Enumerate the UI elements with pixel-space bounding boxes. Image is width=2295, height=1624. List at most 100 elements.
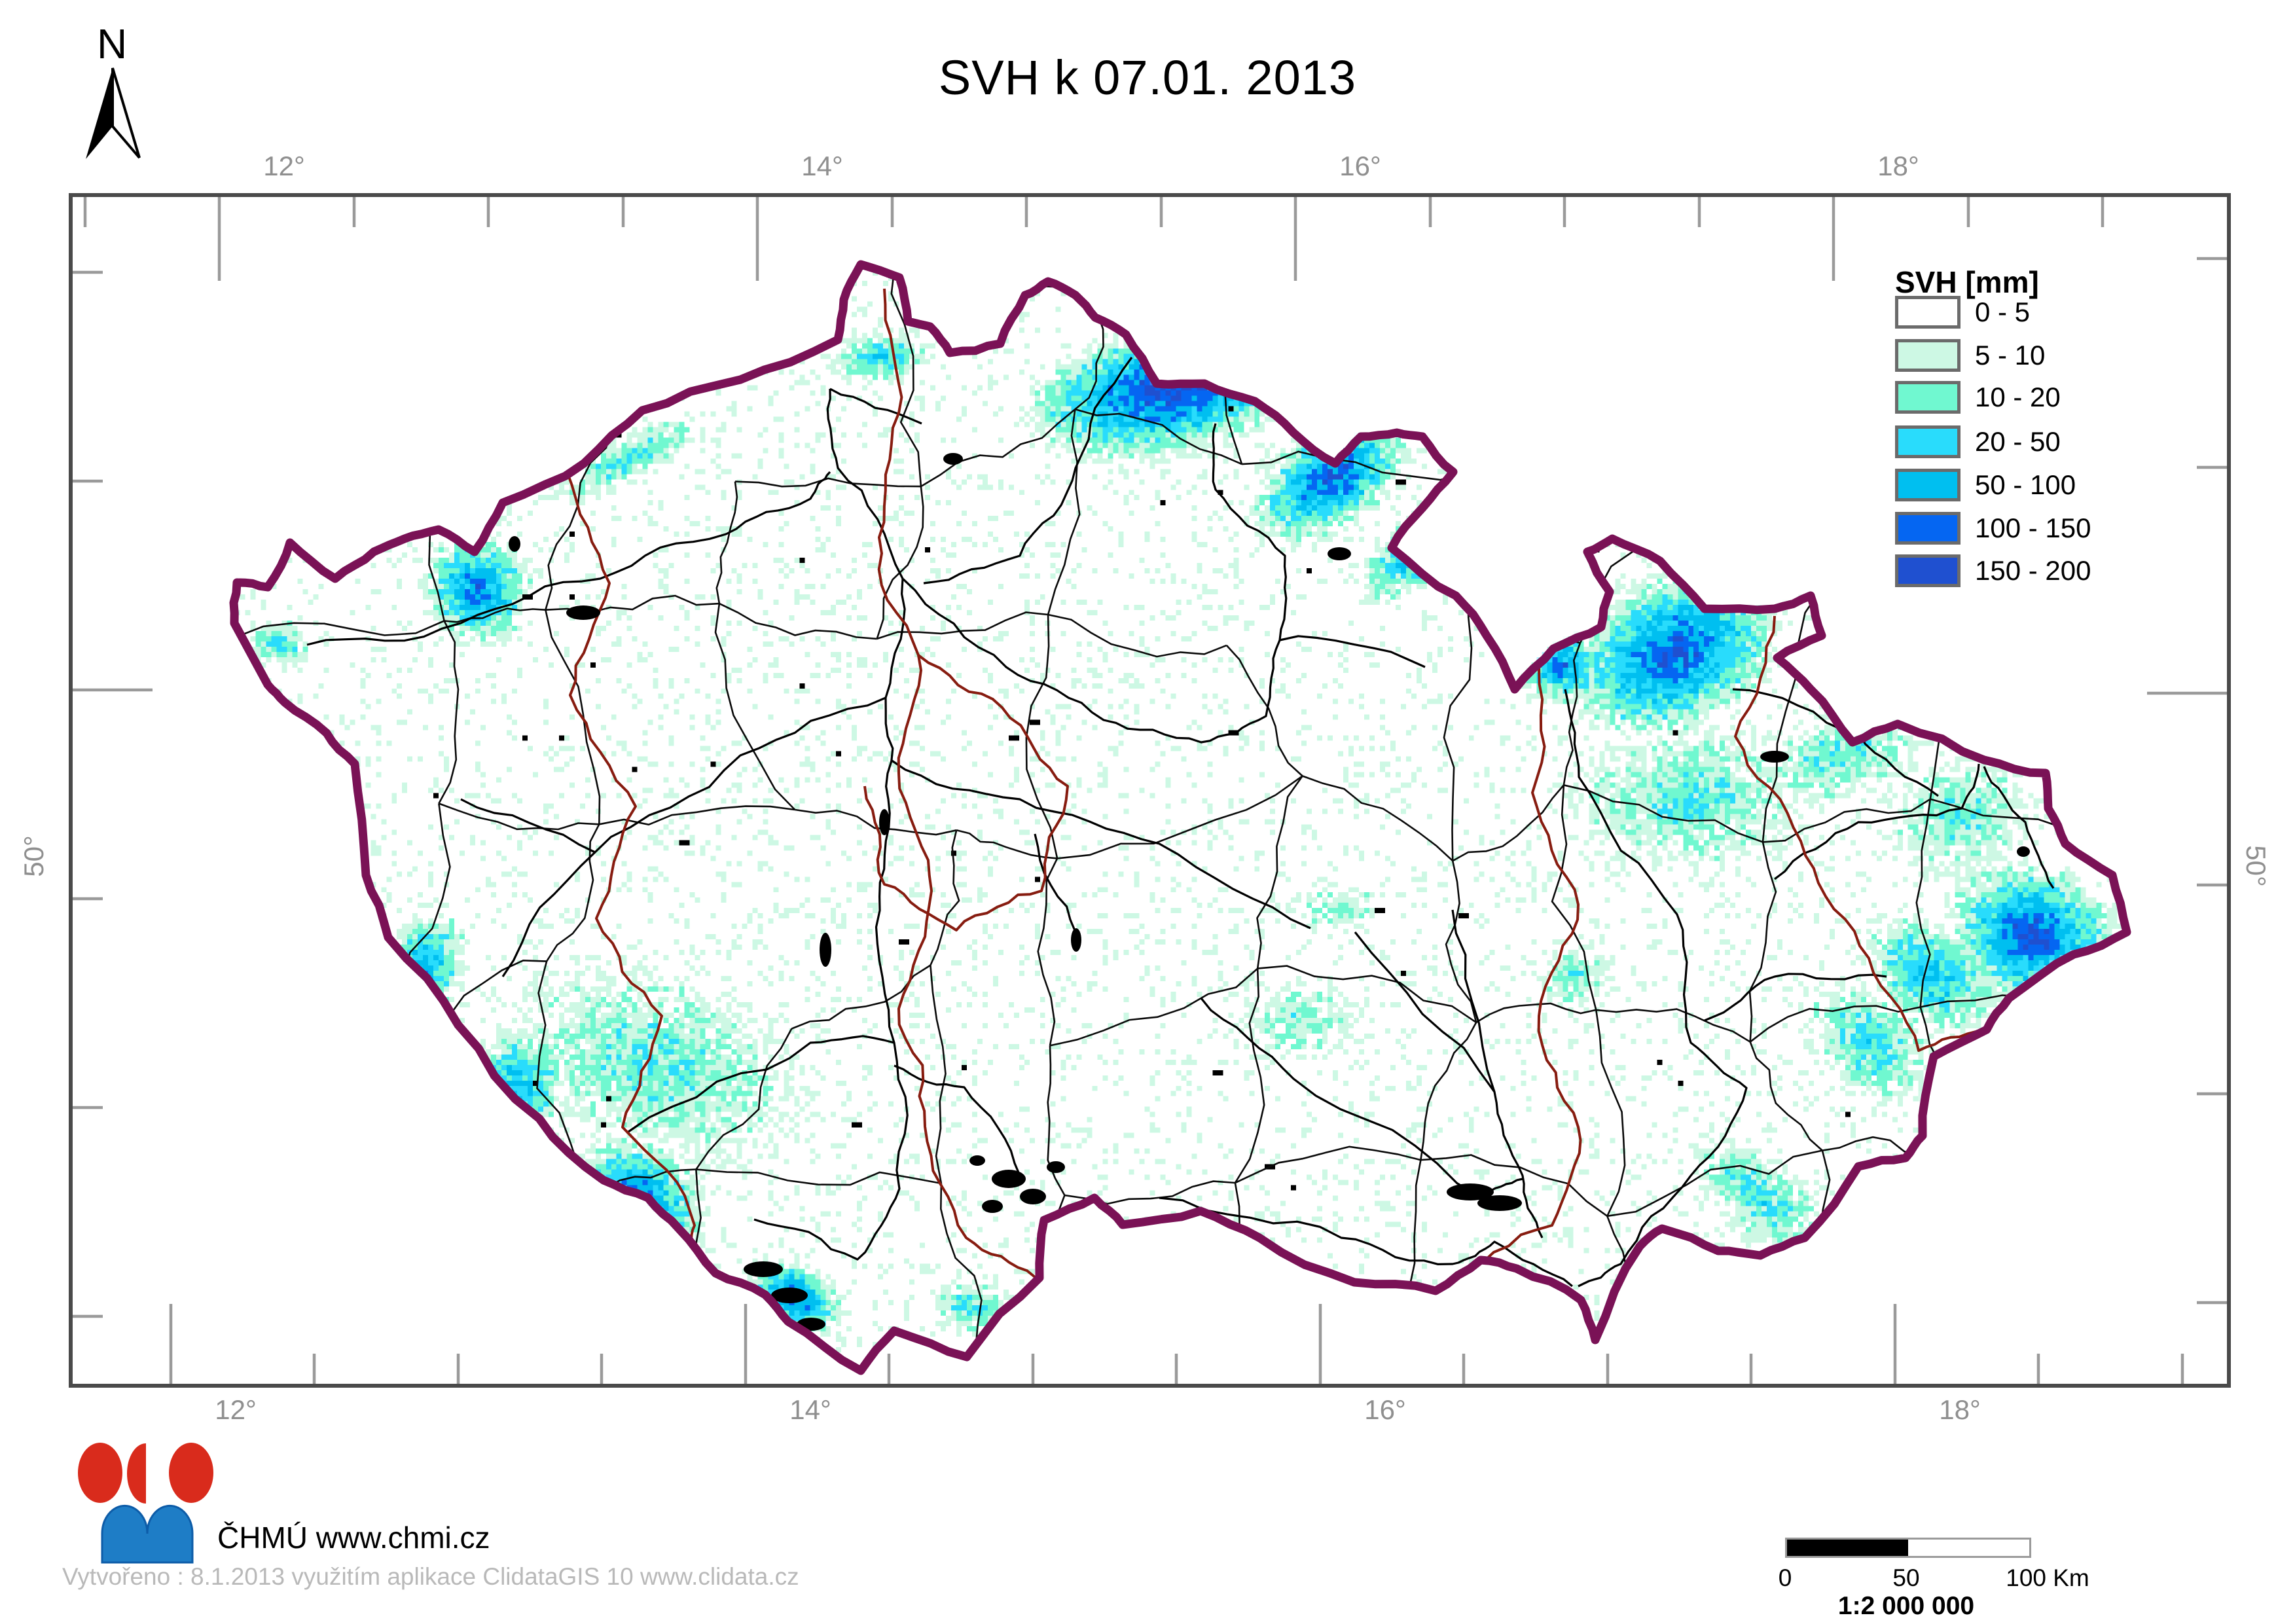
catchment-boundary — [2119, 295, 2127, 432]
catchment-boundary — [1616, 264, 1660, 446]
river — [894, 1064, 1021, 1176]
catchment-boundary — [1814, 422, 1828, 585]
river — [923, 357, 1133, 585]
catchment-boundary — [1223, 266, 1263, 465]
catchment-boundary — [438, 803, 600, 831]
catchment-boundary — [263, 1372, 424, 1384]
legend-swatch — [1895, 296, 1961, 329]
river — [1159, 1197, 1574, 1288]
river — [1279, 635, 1426, 668]
graticule-label-left: 50° — [18, 835, 49, 877]
river — [1774, 763, 1980, 880]
reservoir — [820, 933, 831, 967]
catchment-boundary — [354, 1230, 425, 1371]
catchment-boundary — [1632, 1347, 1800, 1371]
legend-title: SVH [mm] — [1895, 265, 2039, 299]
catchment-boundary — [2145, 670, 2185, 846]
legend-swatch — [1895, 425, 1961, 458]
catchment-boundary — [545, 446, 607, 611]
catchment-boundary — [2132, 846, 2146, 979]
reservoir — [1020, 1189, 1046, 1204]
catchment-boundary — [1466, 471, 1480, 617]
catchment-boundary — [696, 1168, 942, 1186]
catchment-boundary — [967, 1349, 1062, 1371]
catchment-boundary — [1420, 1022, 1477, 1161]
catchment-boundary — [1049, 967, 1259, 1047]
reservoir — [771, 1288, 808, 1303]
catchment-boundary — [2086, 1234, 2099, 1355]
catchment-boundary — [1242, 450, 1469, 481]
catchment-boundary — [1909, 1156, 1959, 1371]
catchment-boundary — [348, 264, 390, 401]
catchment-boundary — [1037, 857, 1058, 1046]
legend-label: 150 - 200 — [1975, 555, 2091, 586]
river — [1354, 931, 1544, 1238]
catchment-boundary — [1302, 775, 1454, 862]
catchment-boundary — [260, 785, 276, 987]
catchment-boundary — [389, 803, 451, 1047]
catchment-boundary — [536, 961, 583, 1208]
catchment-boundary — [529, 1207, 583, 1365]
catchment-boundary — [1551, 785, 1597, 1011]
catchment-boundary — [1596, 1008, 1751, 1043]
catchment-boundary — [234, 986, 262, 1211]
catchment-boundary — [1563, 784, 1763, 843]
basin-divide — [1734, 615, 1985, 1052]
catchment-boundary — [530, 1356, 722, 1371]
scalebar-tick-label: 50 — [1892, 1564, 1920, 1591]
catchment-boundary — [1057, 775, 1303, 859]
catchment-boundary — [220, 212, 349, 221]
catchment-boundary — [1047, 409, 1081, 615]
catchment-boundary — [1235, 1146, 1421, 1184]
river — [829, 388, 922, 425]
river — [1564, 689, 1748, 1288]
legend-swatch — [1895, 469, 1961, 501]
scale-ratio: 1:2 000 000 — [1837, 1592, 1975, 1620]
catchment-boundary — [1258, 264, 1400, 268]
river — [306, 471, 831, 646]
catchment-boundary — [382, 399, 445, 621]
river — [1200, 997, 1523, 1199]
catchment-boundary — [920, 408, 1076, 488]
catchment-boundary — [1025, 614, 1058, 859]
graticule-label-right: 50° — [2241, 845, 2271, 887]
catchment-boundary — [1929, 638, 1957, 800]
reservoir — [1071, 928, 1081, 952]
catchment-boundary — [1607, 1149, 1823, 1218]
catchment-boundary — [1256, 775, 1303, 969]
catchment-boundary — [1398, 1159, 1422, 1365]
river — [1704, 973, 1887, 1022]
catchment-boundary — [2087, 978, 2127, 1235]
catchment-boundary — [1225, 645, 1303, 777]
scalebar-tick-label: 0 — [1778, 1564, 1792, 1591]
river — [1732, 688, 1939, 797]
river — [460, 696, 886, 854]
river — [1451, 909, 1496, 1092]
catchment-boundary — [438, 620, 460, 804]
river — [1034, 833, 1077, 933]
legend-label: 5 - 10 — [1975, 340, 2046, 370]
reservoir — [992, 1170, 1026, 1188]
reservoir — [1760, 751, 1789, 763]
reservoir — [1047, 1161, 1065, 1173]
graticule-label-bottom: 18° — [1939, 1394, 1981, 1425]
catchment-boundary — [1749, 1041, 1823, 1151]
legend-swatch — [1895, 512, 1961, 545]
credit-text: Vytvořeno : 8.1.2013 využitím aplikace C… — [62, 1563, 799, 1590]
catchment-boundary — [234, 1209, 355, 1232]
north-label: N — [97, 20, 128, 67]
catchment-boundary — [1617, 264, 1756, 272]
catchment-boundary — [1223, 1364, 1400, 1371]
river — [628, 1035, 895, 1133]
reservoir — [566, 605, 600, 620]
catchment-boundary — [715, 481, 738, 604]
reservoir — [509, 536, 520, 552]
scalebar-tick-label: 100 Km — [2006, 1564, 2089, 1591]
basin-divide — [1439, 668, 1582, 1290]
catchment-boundary — [1755, 265, 1825, 422]
catchment-boundary — [695, 1028, 793, 1170]
reservoir — [982, 1200, 1003, 1213]
catchment-boundary — [1475, 1002, 1597, 1024]
catchment-boundary — [1443, 616, 1473, 861]
reservoir — [1477, 1195, 1522, 1211]
